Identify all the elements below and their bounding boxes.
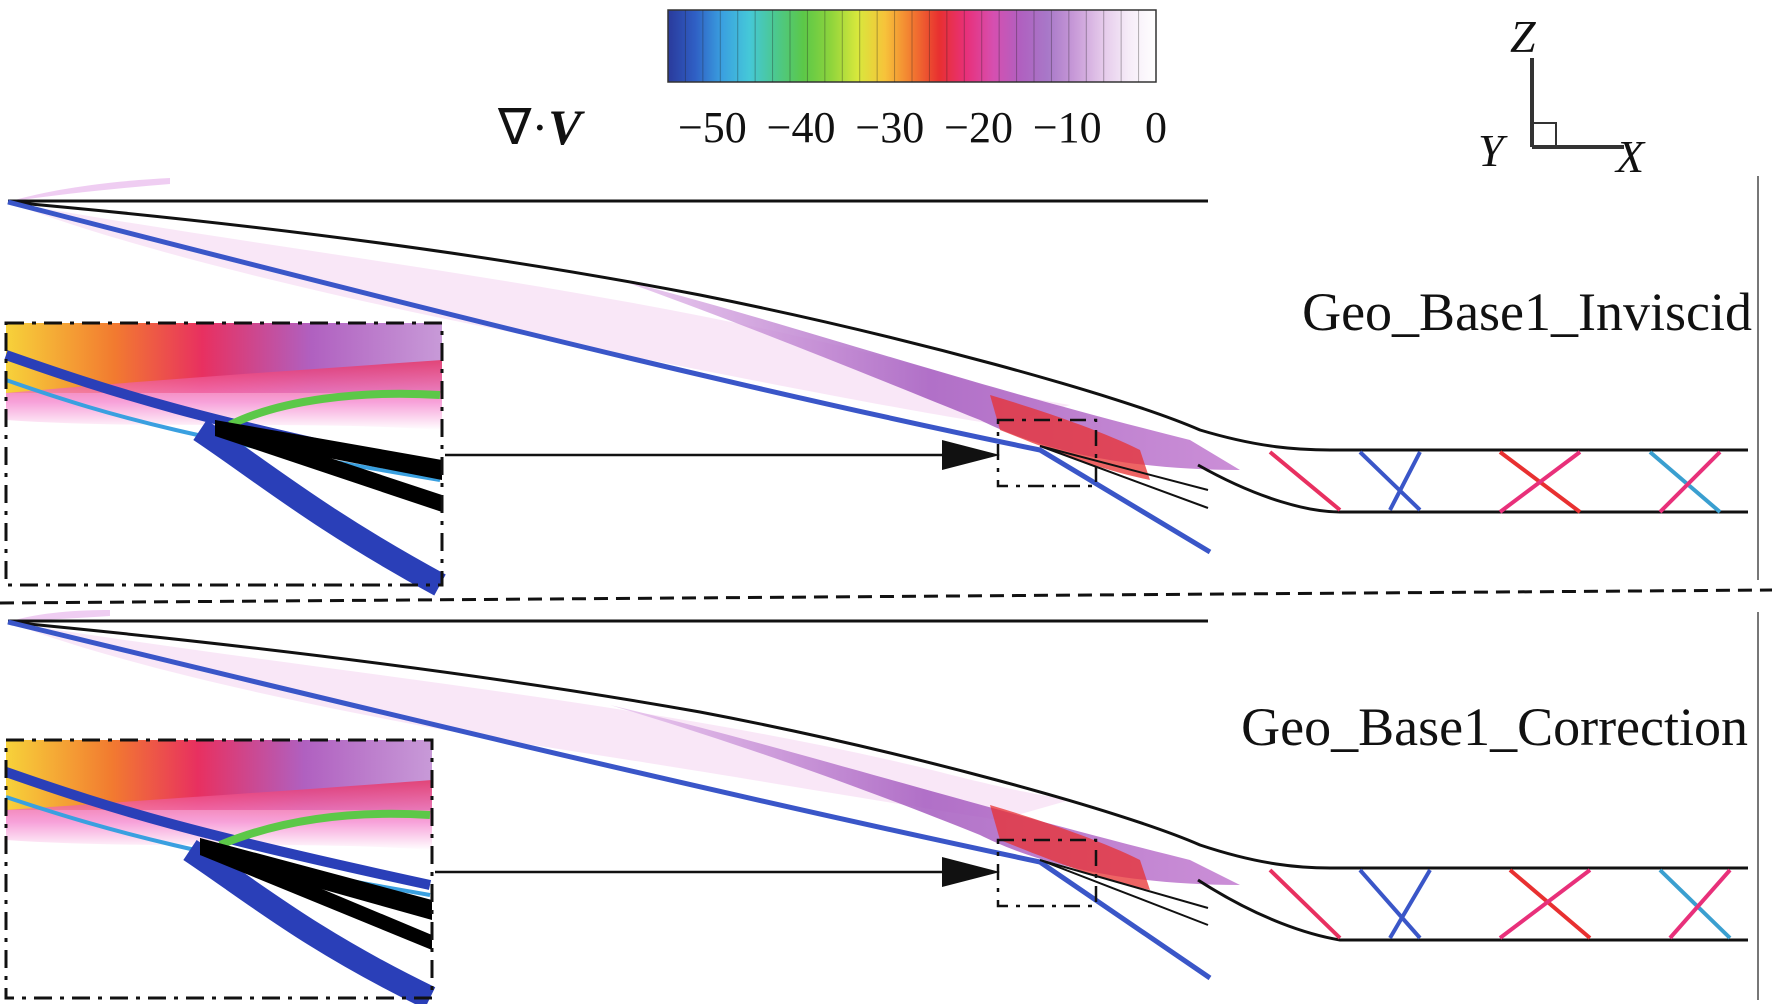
axes-triad: Z Y X (1478, 11, 1646, 182)
lower-cowl-wall (1197, 463, 1748, 514)
cowl-lip-2 (1039, 859, 1209, 926)
zoom-box (996, 418, 1098, 488)
compression-fan (620, 280, 1240, 470)
panel-divider (0, 588, 1772, 605)
cowl-shock (7, 199, 1212, 555)
colorbar-title-symbol: ∇· (497, 99, 548, 155)
zoom-arrow-head (942, 440, 1000, 470)
colorbar-title-var: V (548, 99, 585, 155)
inset-correction (4, 738, 436, 1004)
isolator-shock-train (1268, 868, 1732, 940)
hot-spot (990, 395, 1150, 480)
hot-spot (990, 805, 1150, 890)
ramp-wall (7, 620, 1748, 870)
colorbar-tick-label: −30 (855, 103, 924, 152)
zoom-box (996, 838, 1098, 908)
colorbar-tick-label: −10 (1033, 103, 1102, 152)
forebody-shock-region (8, 202, 1070, 425)
isolator-shock-train (1268, 450, 1722, 514)
x-axis-label: X (1614, 131, 1646, 182)
colorbar-tick-label: −40 (767, 103, 836, 152)
cowl-lip-1 (1039, 445, 1209, 491)
colorbar-contour-lines (684, 10, 1140, 82)
colorbar-bar (667, 9, 1157, 83)
ramp-wall (7, 200, 1748, 452)
panel-inviscid: Geo_Base1_Inviscid (4, 176, 1759, 596)
compression-fan (610, 705, 1240, 885)
colorbar-title: ∇·V (497, 99, 585, 155)
colorbar-tick-label: −50 (678, 103, 747, 152)
cowl-shock (7, 619, 1212, 981)
z-axis-label: Z (1510, 11, 1536, 62)
lower-cowl-wall (1197, 878, 1748, 942)
forebody-shock-region (8, 622, 1070, 820)
panel-label-correction: Geo_Base1_Correction (1241, 697, 1748, 757)
nose-contour (8, 610, 110, 622)
cowl-lip-2 (1039, 445, 1209, 509)
colorbar: ∇·V −50 −40 −30 −20 −10 0 (497, 9, 1167, 155)
cowl-lip-1 (1039, 859, 1209, 909)
right-angle-marker (1532, 122, 1557, 147)
panel-label-inviscid: Geo_Base1_Inviscid (1302, 282, 1752, 342)
y-axis-label: Y (1478, 125, 1508, 176)
colorbar-tick-label: −20 (944, 103, 1013, 152)
colorbar-tick-labels: −50 −40 −30 −20 −10 0 (678, 103, 1167, 152)
zoom-arrow-head (942, 857, 1000, 887)
nose-contour (8, 178, 170, 202)
inset-inviscid (4, 321, 446, 596)
colorbar-tick-label: 0 (1145, 103, 1167, 152)
panel-correction: Geo_Base1_Correction (4, 610, 1759, 1004)
